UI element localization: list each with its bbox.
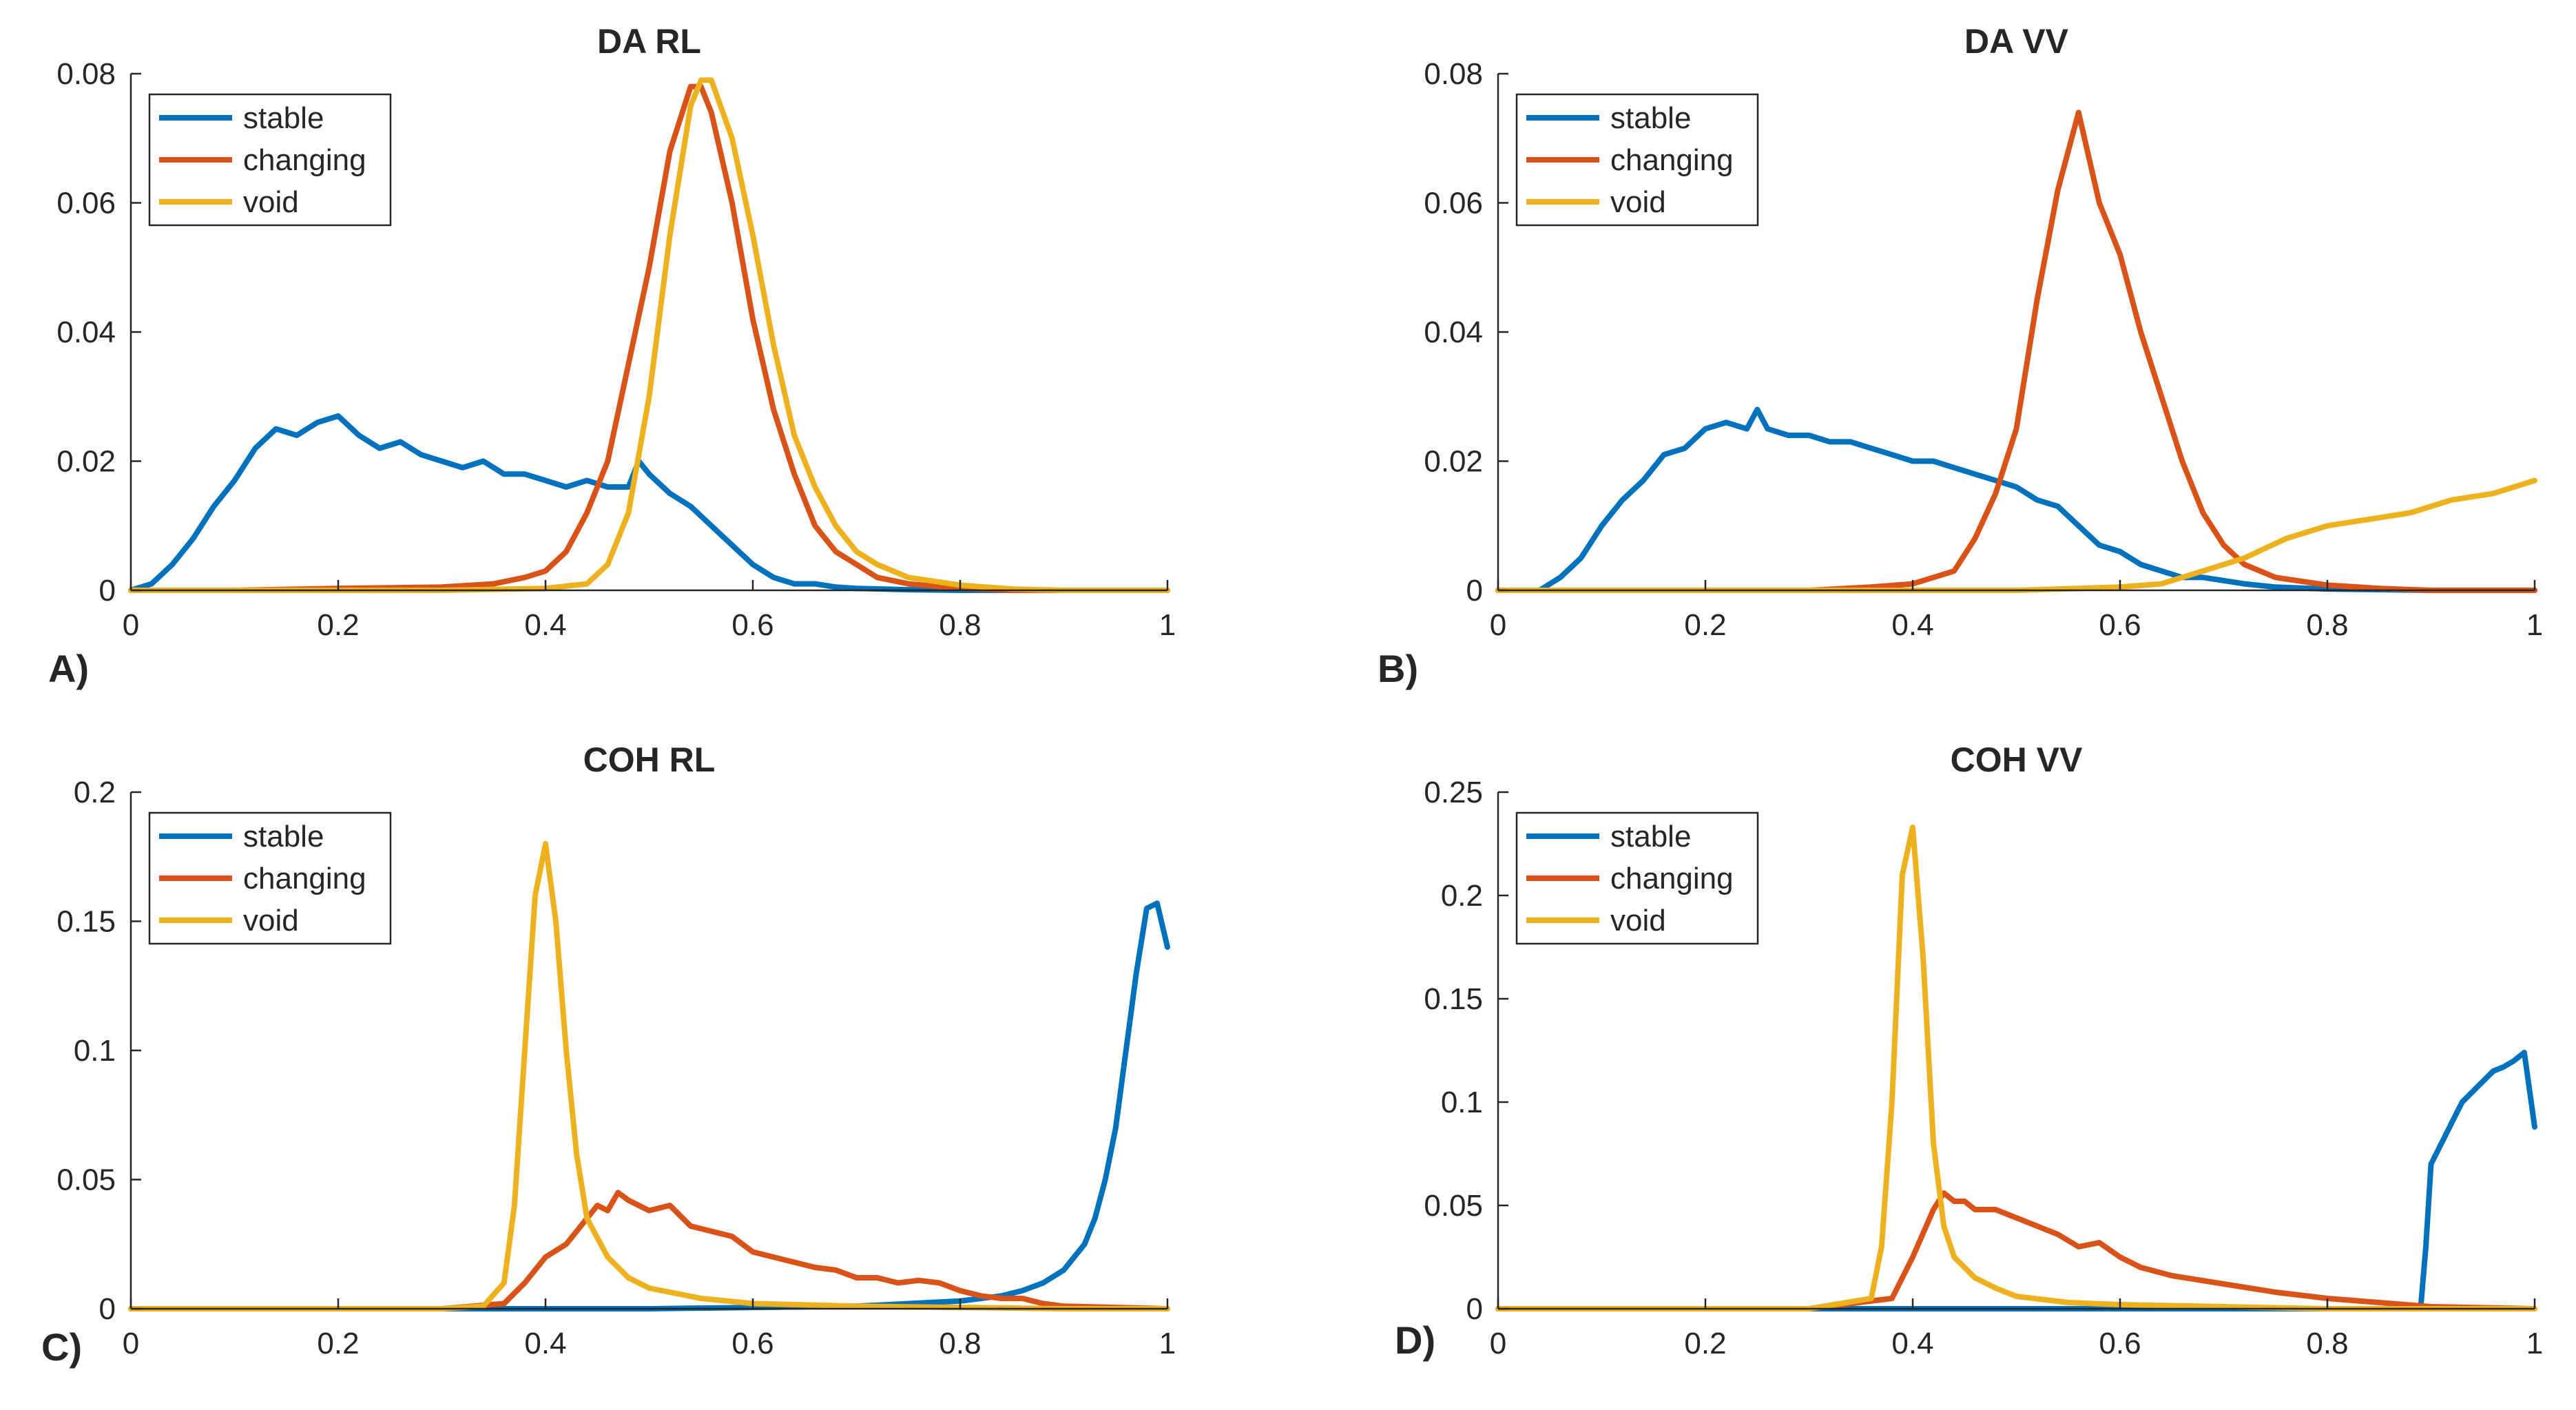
panel-label: C) xyxy=(41,1325,82,1369)
legend-label-void: void xyxy=(243,185,299,219)
y-tick-label: 0.04 xyxy=(1424,315,1483,349)
x-tick-label: 0 xyxy=(1490,1327,1506,1360)
x-tick-label: 0.6 xyxy=(2099,1327,2141,1360)
series-group xyxy=(1495,110,2537,593)
legend-label-stable: stable xyxy=(243,820,324,853)
series-line-stable xyxy=(128,900,1170,1311)
series-line-void xyxy=(128,77,1170,593)
x-tick-label: 0.2 xyxy=(1684,608,1726,642)
y-tick-label: 0 xyxy=(1466,574,1483,608)
legend-label-stable: stable xyxy=(1610,101,1691,135)
y-tick-label: 0.15 xyxy=(1424,982,1483,1016)
x-tick-label: 0.8 xyxy=(939,1327,981,1360)
series-line-void xyxy=(1495,477,2537,593)
panel-label: B) xyxy=(1378,647,1418,690)
x-tick-label: 1 xyxy=(2526,1327,2543,1360)
x-tick-label: 0.4 xyxy=(524,608,566,642)
x-tick-label: 0.8 xyxy=(2306,1327,2348,1360)
x-tick-label: 0.2 xyxy=(317,1327,359,1360)
x-tick-label: 0 xyxy=(123,608,139,642)
x-tick-label: 0.4 xyxy=(1891,1327,1933,1360)
x-tick-label: 0.8 xyxy=(2306,608,2348,642)
y-tick-label: 0.08 xyxy=(56,57,116,91)
legend-label-changing: changing xyxy=(1610,143,1734,177)
x-tick-label: 1 xyxy=(1159,1327,1176,1360)
chart-panel-3: 0 0.2 0.4 0.6 0.8 1 0 0.05 0.1 0.15 0.2 0.25 COH VV D… xyxy=(1395,740,2543,1362)
x-tick-label: 0.6 xyxy=(731,608,773,642)
x-tick-label: 0 xyxy=(1490,608,1506,642)
chart-title: DA RL xyxy=(597,22,701,61)
series-line-changing xyxy=(1495,1190,2537,1311)
legend: stable changing void xyxy=(1515,93,1759,227)
legend-label-changing: changing xyxy=(1610,862,1734,895)
y-tick-label: 0.06 xyxy=(56,187,116,220)
y-tick-label: 0.04 xyxy=(56,315,116,349)
chart-panel-0: 0 0.2 0.4 0.6 0.8 1 0 0.02 0.04 0.06 0.08 DA RL A) st… xyxy=(48,22,1176,690)
chart-panel-1: 0 0.2 0.4 0.6 0.8 1 0 0.02 0.04 0.06 0.08 DA VV B) st… xyxy=(1378,22,2543,690)
series-line-stable xyxy=(128,413,1170,593)
y-tick-label: 0.06 xyxy=(1424,187,1483,220)
y-tick-label: 0 xyxy=(1466,1292,1483,1326)
series-line-void xyxy=(128,841,1170,1311)
panel-label: D) xyxy=(1395,1318,1435,1362)
y-tick-label: 0 xyxy=(99,574,116,608)
chart-title: COH VV xyxy=(1951,740,2083,779)
x-tick-label: 0.2 xyxy=(317,608,359,642)
legend-label-stable: stable xyxy=(243,101,324,135)
y-tick-label: 0.08 xyxy=(1424,57,1483,91)
y-tick-label: 0.2 xyxy=(74,776,116,809)
x-tick-label: 0 xyxy=(123,1327,139,1360)
y-tick-label: 0.25 xyxy=(1424,776,1483,809)
y-tick-label: 0 xyxy=(99,1292,116,1326)
legend-label-void: void xyxy=(243,904,299,937)
series-line-stable xyxy=(1495,1050,2537,1311)
legend-label-stable: stable xyxy=(1610,820,1691,853)
panel-label: A) xyxy=(48,647,89,690)
legend-label-changing: changing xyxy=(243,862,366,895)
x-tick-label: 1 xyxy=(1159,608,1176,642)
x-tick-label: 0.6 xyxy=(2099,608,2141,642)
series-group xyxy=(128,77,1170,593)
y-tick-label: 0.02 xyxy=(1424,445,1483,479)
series-line-changing xyxy=(128,1190,1170,1311)
series-group xyxy=(128,841,1170,1311)
legend-label-changing: changing xyxy=(243,143,366,177)
x-tick-label: 0.6 xyxy=(731,1327,773,1360)
y-tick-label: 0.02 xyxy=(56,445,116,479)
x-tick-label: 0.4 xyxy=(1891,608,1933,642)
y-tick-label: 0.15 xyxy=(56,905,116,939)
x-tick-label: 0.4 xyxy=(524,1327,566,1360)
chart-title: DA VV xyxy=(1964,22,2069,61)
y-tick-label: 0.1 xyxy=(74,1034,116,1068)
legend-label-void: void xyxy=(1610,904,1666,937)
legend: stable changing void xyxy=(1515,811,1759,945)
x-tick-label: 0.2 xyxy=(1684,1327,1726,1360)
y-tick-label: 0.05 xyxy=(1424,1189,1483,1223)
y-tick-label: 0.05 xyxy=(56,1163,116,1197)
chart-panel-2: 0 0.2 0.4 0.6 0.8 1 0 0.05 0.1 0.15 0.2 COH RL C) sta… xyxy=(41,740,1176,1369)
y-tick-label: 0.2 xyxy=(1441,879,1483,913)
legend-label-void: void xyxy=(1610,185,1666,219)
legend: stable changing void xyxy=(148,93,392,227)
chart-title: COH RL xyxy=(583,740,716,779)
x-tick-label: 1 xyxy=(2526,608,2543,642)
legend: stable changing void xyxy=(148,811,392,945)
x-tick-label: 0.8 xyxy=(939,608,981,642)
series-line-changing xyxy=(1495,110,2537,593)
y-tick-label: 0.1 xyxy=(1441,1086,1483,1119)
